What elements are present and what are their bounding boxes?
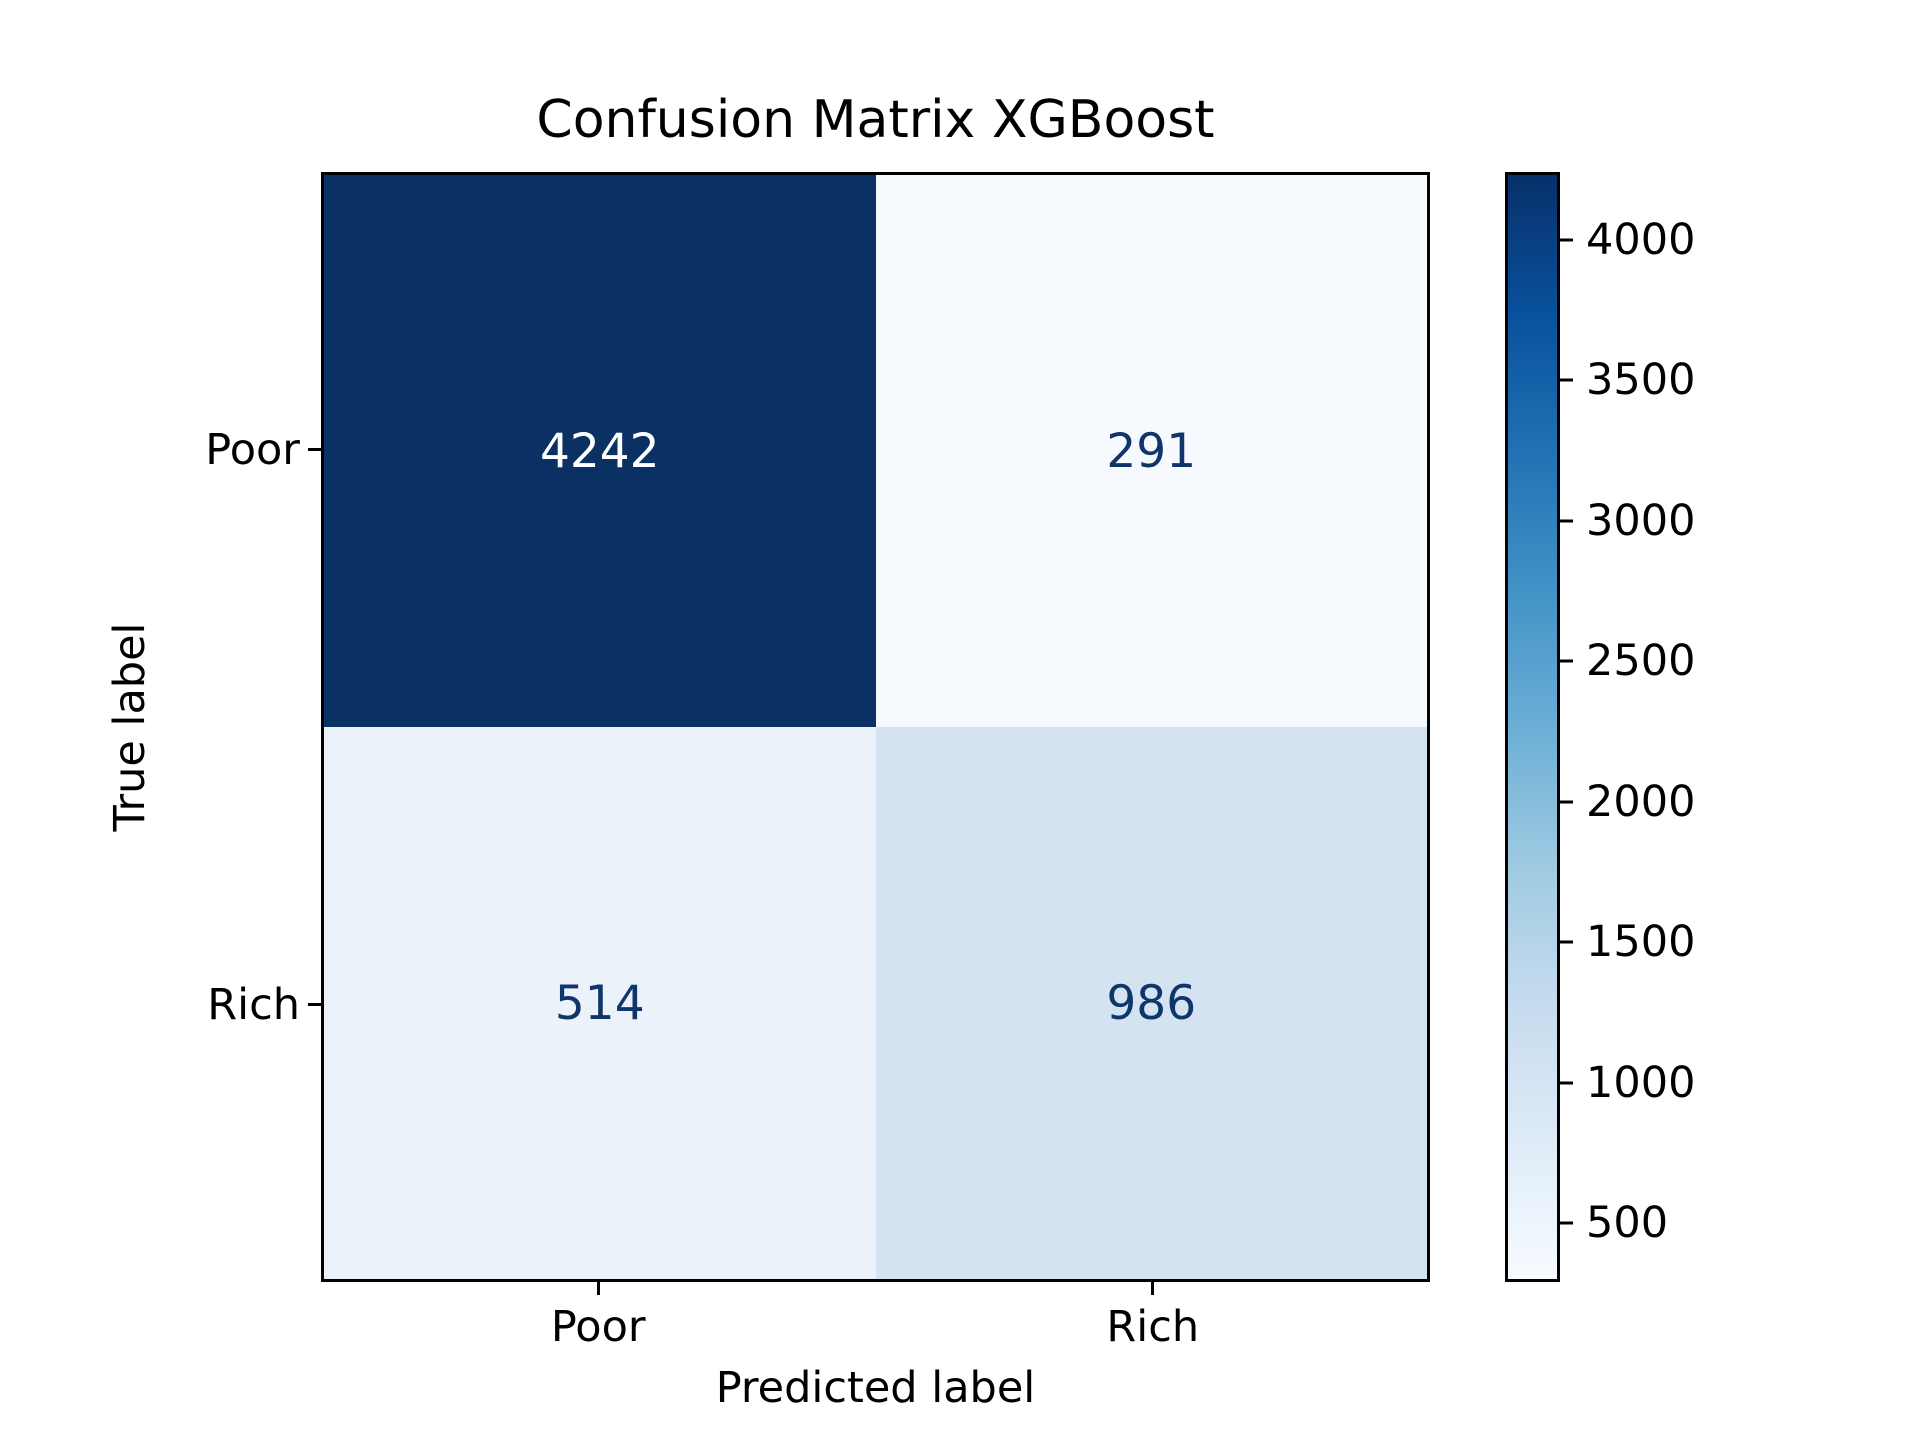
x-tick-label: Rich (1106, 1302, 1200, 1352)
matrix-cell: 986 (875, 727, 1427, 1279)
colorbar-tick-mark (1560, 659, 1573, 663)
matrix-cell: 291 (875, 175, 1427, 727)
x-axis-label: Predicted label (715, 1363, 1036, 1413)
matrix-cell: 4242 (324, 175, 876, 727)
y-axis-label: True label (105, 622, 155, 832)
colorbar-tick-mark (1560, 940, 1573, 944)
colorbar-tick-mark (1560, 519, 1573, 523)
colorbar (1505, 172, 1560, 1282)
matrix-cell: 514 (324, 727, 876, 1279)
y-tick-mark (308, 1003, 321, 1006)
colorbar-tick-mark (1560, 1221, 1573, 1225)
cell-value: 986 (1106, 975, 1197, 1031)
confusion-matrix-plot: 4242 291 514 986 (321, 172, 1430, 1282)
y-tick-label: Rich (207, 979, 300, 1030)
colorbar-tick-mark (1560, 378, 1573, 382)
colorbar-tick-mark (1560, 238, 1573, 242)
x-tick-mark (596, 1282, 600, 1295)
colorbar-tick-label: 2000 (1586, 776, 1696, 827)
colorbar-tick-mark (1560, 1081, 1573, 1085)
chart-title: Confusion Matrix XGBoost (536, 90, 1215, 150)
colorbar-tick-label: 1000 (1586, 1057, 1696, 1108)
colorbar-gradient (1508, 175, 1557, 1279)
colorbar-tick-label: 3500 (1586, 355, 1696, 406)
cell-value: 4242 (539, 423, 660, 479)
cell-value: 291 (1106, 423, 1197, 479)
x-tick-mark (1151, 1282, 1155, 1295)
y-tick-mark (308, 448, 321, 451)
colorbar-tick-label: 4000 (1586, 214, 1696, 265)
x-tick-label: Poor (550, 1302, 646, 1352)
colorbar-tick-label: 2500 (1586, 636, 1696, 687)
colorbar-tick-label: 1500 (1586, 917, 1696, 968)
y-tick-label: Poor (205, 424, 300, 475)
colorbar-tick-mark (1560, 800, 1573, 804)
colorbar-tick-label: 3000 (1586, 495, 1696, 546)
colorbar-tick-label: 500 (1586, 1198, 1669, 1249)
cell-value: 514 (554, 975, 645, 1031)
